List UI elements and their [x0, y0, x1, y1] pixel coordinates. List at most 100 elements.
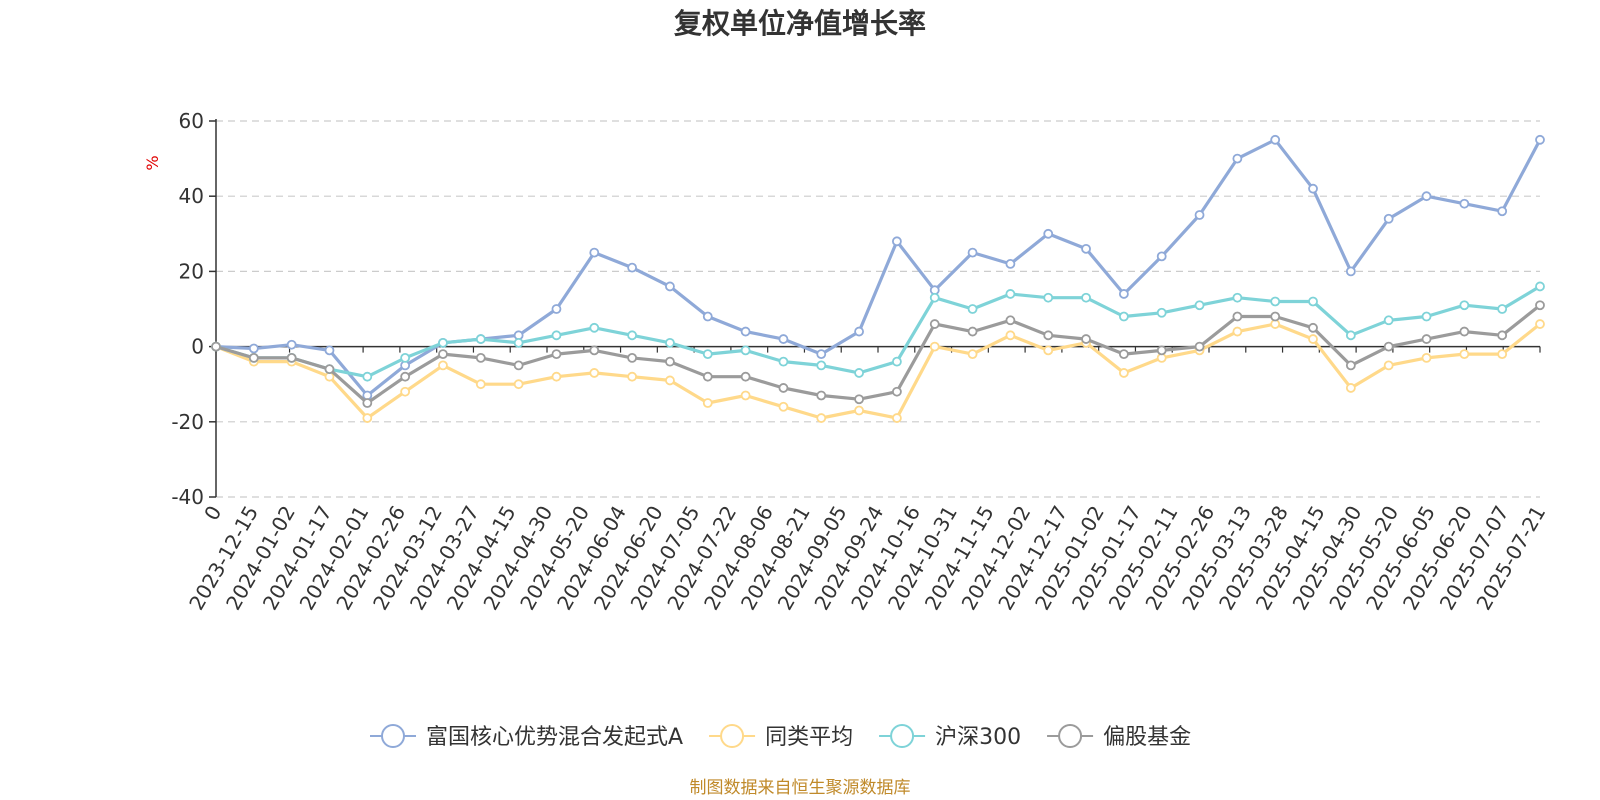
- data-point: [665, 337, 675, 348]
- y-tick-label: 40: [179, 184, 204, 208]
- data-point: [1156, 307, 1167, 318]
- data-point: [1308, 296, 1318, 307]
- data-point: [702, 311, 713, 322]
- data-point: [1421, 191, 1432, 202]
- data-point: [1308, 334, 1318, 344]
- data-point: [1043, 330, 1054, 341]
- data-point: [627, 352, 638, 363]
- data-point: [1156, 251, 1167, 262]
- data-point: [475, 334, 486, 344]
- data-point: [1383, 213, 1394, 224]
- data-point: [1232, 326, 1243, 337]
- data-point: [740, 371, 751, 382]
- data-point: [1459, 349, 1470, 360]
- data-point: [627, 371, 638, 382]
- data-point: [854, 326, 864, 337]
- data-point: [1043, 228, 1054, 239]
- data-point: [362, 371, 373, 382]
- data-point: [1194, 300, 1205, 311]
- data-point: [513, 337, 524, 348]
- legend-marker: [1058, 724, 1083, 748]
- legend-marker: [890, 724, 915, 748]
- data-point: [1345, 360, 1356, 371]
- y-tick-label: -40: [171, 485, 204, 509]
- legend-label-2: 沪深300: [935, 725, 1021, 750]
- data-point: [1383, 341, 1394, 352]
- data-point: [513, 379, 524, 390]
- data-point: [438, 337, 448, 348]
- series-line-1: [214, 322, 1542, 420]
- axes: -40-20020406002023-12-152024-01-022024-0…: [171, 109, 1550, 614]
- data-point: [740, 326, 751, 337]
- data-point: [1421, 311, 1432, 322]
- data-point: [1005, 258, 1016, 269]
- data-point: [400, 371, 411, 382]
- data-point: [627, 262, 638, 273]
- legend-label-0: 富国核心优势混合发起式A: [426, 725, 683, 750]
- y-tick-label: -20: [171, 410, 204, 434]
- data-point: [1118, 368, 1129, 378]
- data-point: [967, 304, 978, 314]
- data-point: [1270, 134, 1281, 145]
- data-point: [589, 368, 600, 378]
- data-point: [892, 413, 902, 423]
- y-tick-label: 0: [191, 335, 204, 359]
- data-point: [778, 356, 789, 367]
- y-tick-label: 60: [179, 109, 204, 133]
- data-point: [627, 330, 638, 341]
- data-point: [1043, 345, 1054, 356]
- grid-lines: [216, 120, 1540, 498]
- data-point: [1270, 296, 1281, 307]
- data-point: [1118, 349, 1129, 360]
- data-point: [1383, 360, 1394, 371]
- data-point: [1005, 315, 1016, 326]
- data-point: [665, 356, 675, 367]
- data-point: [1232, 153, 1243, 164]
- data-point: [286, 352, 297, 363]
- data-point: [211, 341, 221, 352]
- data-point: [1497, 206, 1508, 217]
- data-point: [1497, 349, 1508, 360]
- data-point: [551, 349, 562, 360]
- data-point: [551, 371, 562, 382]
- data-point: [1156, 345, 1167, 356]
- data-point: [1194, 341, 1205, 352]
- data-point: [665, 375, 675, 386]
- series-line-2: [214, 284, 1542, 379]
- data-point: [1345, 383, 1356, 393]
- data-point: [475, 379, 486, 390]
- data-point: [854, 368, 864, 378]
- data-point: [551, 304, 562, 314]
- data-point: [1459, 326, 1470, 337]
- legend-label-3: 偏股基金: [1103, 725, 1191, 750]
- chart-title: 复权单位净值增长率: [674, 7, 926, 40]
- data-point: [1535, 300, 1545, 311]
- data-point: [1118, 289, 1129, 299]
- source-note: 制图数据来自恒生聚源数据库: [690, 778, 911, 798]
- data-point: [1459, 300, 1470, 311]
- data-point: [854, 405, 864, 416]
- data-point: [929, 292, 940, 303]
- data-point: [513, 360, 524, 371]
- data-point: [589, 322, 600, 333]
- data-point: [1535, 319, 1545, 329]
- data-point: [702, 398, 713, 408]
- data-point: [1081, 243, 1091, 254]
- data-point: [400, 386, 411, 397]
- data-point: [1308, 322, 1318, 333]
- data-point: [892, 236, 902, 247]
- data-point: [1497, 304, 1508, 314]
- data-point: [816, 390, 827, 401]
- data-point: [929, 319, 940, 329]
- series-lines: [211, 134, 1545, 423]
- y-axis-unit-label: %: [143, 155, 162, 170]
- legend: 富国核心优势混合发起式A 同类平均 沪深300 偏股基金: [370, 724, 1191, 750]
- data-point: [778, 383, 789, 393]
- data-point: [1345, 330, 1356, 341]
- legend-marker: [381, 724, 405, 748]
- data-point: [1308, 183, 1318, 194]
- data-point: [1005, 289, 1016, 299]
- data-point: [1081, 334, 1091, 344]
- data-point: [1345, 266, 1356, 277]
